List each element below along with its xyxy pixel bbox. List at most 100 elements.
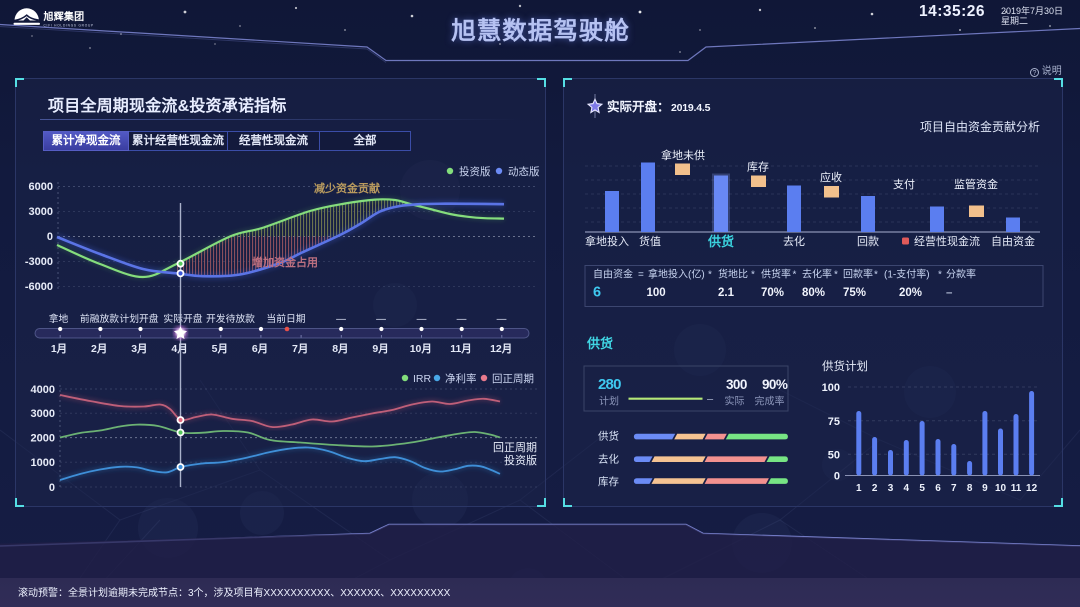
svg-text:6: 6 (935, 483, 941, 494)
svg-text:4月: 4月 (171, 343, 187, 355)
svg-text:—: — (457, 314, 467, 325)
svg-text:减少资金贡献: 减少资金贡献 (314, 181, 380, 195)
svg-text:9月: 9月 (372, 343, 388, 355)
svg-text:12月: 12月 (490, 343, 512, 355)
svg-text:IRR: IRR (413, 373, 432, 385)
svg-text:供货: 供货 (707, 234, 734, 249)
svg-text:去化: 去化 (783, 234, 805, 248)
svg-text:投资版: 投资版 (504, 453, 537, 467)
svg-text:—: — (497, 314, 507, 325)
svg-text:回款: 回款 (857, 234, 879, 248)
svg-text:实际: 实际 (725, 395, 745, 408)
svg-text:回款率: 回款率 (843, 268, 873, 281)
svg-text:–: – (946, 287, 953, 299)
svg-text:3000: 3000 (29, 206, 53, 218)
svg-text:0: 0 (49, 482, 55, 494)
svg-text:1: 1 (856, 483, 862, 494)
svg-text:货地比: 货地比 (718, 268, 748, 281)
svg-text:-6000: -6000 (25, 281, 53, 293)
svg-text:—: — (417, 314, 427, 325)
svg-text:—: — (336, 314, 346, 325)
svg-text:投资版: 投资版 (459, 165, 491, 178)
svg-text:7: 7 (951, 483, 957, 494)
svg-text:完成率: 完成率 (755, 395, 785, 408)
svg-text:实际开盘：: 实际开盘： (607, 99, 670, 114)
svg-text:*: * (834, 270, 838, 281)
svg-text:6000: 6000 (29, 181, 53, 193)
svg-text:10: 10 (995, 483, 1007, 494)
svg-text:去化: 去化 (598, 453, 619, 466)
svg-text:6: 6 (593, 285, 601, 301)
svg-text:2000: 2000 (31, 433, 55, 445)
svg-text:2.1: 2.1 (718, 287, 735, 299)
svg-text:动态版: 动态版 (508, 165, 540, 178)
svg-text:*: * (793, 270, 797, 281)
svg-text:供货: 供货 (586, 336, 613, 351)
svg-text:2月: 2月 (91, 343, 107, 355)
svg-text:=: = (638, 270, 644, 281)
svg-text:净利率: 净利率 (445, 372, 477, 385)
svg-text:项目自由资金贡献分析: 项目自由资金贡献分析 (920, 119, 1040, 134)
svg-text:0: 0 (47, 231, 53, 243)
svg-text:实际开盘: 实际开盘 (163, 312, 202, 325)
svg-text:*: * (938, 270, 942, 281)
svg-text:9: 9 (982, 483, 988, 494)
svg-text:50: 50 (828, 449, 840, 461)
svg-text:11: 11 (1011, 483, 1022, 494)
svg-text:1000: 1000 (31, 457, 55, 469)
svg-text:经营性现金流: 经营性现金流 (914, 234, 980, 248)
svg-text:当前日期: 当前日期 (266, 312, 305, 325)
svg-text:CIFI HOLDINGS GROUP: CIFI HOLDINGS GROUP (44, 23, 94, 27)
svg-text:监管资金: 监管资金 (954, 177, 998, 191)
svg-text:分款率: 分款率 (946, 268, 976, 281)
svg-text:库存: 库存 (598, 475, 619, 488)
svg-text:6月: 6月 (252, 343, 268, 355)
svg-text:100: 100 (822, 382, 840, 394)
svg-text:75: 75 (828, 416, 840, 428)
svg-text:货值: 货值 (639, 234, 661, 248)
svg-text:拿地投入(亿): 拿地投入(亿) (648, 268, 705, 281)
svg-text:计划开盘: 计划开盘 (119, 312, 158, 325)
svg-text:回正周期: 回正周期 (493, 441, 537, 454)
svg-text:去化率: 去化率 (802, 268, 832, 281)
svg-text:11月: 11月 (450, 343, 472, 355)
svg-text:–: – (707, 394, 714, 406)
svg-text:5: 5 (919, 483, 925, 494)
svg-text:自由资金: 自由资金 (991, 234, 1035, 248)
svg-text:(1-支付率): (1-支付率) (884, 268, 930, 281)
svg-text:20%: 20% (899, 287, 922, 299)
svg-text:供货: 供货 (598, 430, 619, 443)
svg-text:100: 100 (647, 287, 666, 299)
svg-text:280: 280 (598, 376, 621, 393)
svg-text:90%: 90% (762, 377, 788, 392)
svg-text:8月: 8月 (332, 343, 348, 355)
svg-text:供货计划: 供货计划 (822, 359, 868, 373)
svg-text:库存: 库存 (747, 160, 769, 174)
svg-text:10月: 10月 (410, 343, 432, 355)
svg-text:5月: 5月 (212, 343, 228, 355)
svg-text:开发待放款: 开发待放款 (206, 312, 255, 325)
svg-text:80%: 80% (802, 287, 825, 299)
svg-text:300: 300 (726, 377, 747, 392)
svg-text:1月: 1月 (51, 343, 67, 355)
svg-text:70%: 70% (761, 287, 784, 299)
svg-text:拿地未供: 拿地未供 (661, 148, 705, 162)
svg-text:自由资金: 自由资金 (593, 268, 633, 281)
svg-text:3: 3 (888, 483, 894, 494)
svg-text:3000: 3000 (31, 408, 55, 420)
svg-text:75%: 75% (843, 287, 866, 299)
svg-text:4: 4 (904, 483, 910, 494)
svg-text:增加资金占用: 增加资金占用 (252, 255, 318, 269)
svg-text:计划: 计划 (599, 395, 619, 408)
svg-text:*: * (874, 270, 878, 281)
svg-text:-3000: -3000 (25, 256, 53, 268)
svg-text:2: 2 (872, 483, 878, 494)
svg-text:应收: 应收 (820, 170, 842, 184)
svg-text:拿地: 拿地 (49, 312, 69, 325)
svg-text:*: * (751, 270, 755, 281)
svg-text:旭辉集团: 旭辉集团 (43, 10, 85, 23)
svg-text:7月: 7月 (292, 343, 308, 355)
svg-text:回正周期: 回正周期 (492, 373, 534, 385)
svg-text:供货率: 供货率 (761, 268, 791, 281)
svg-text:4000: 4000 (31, 384, 55, 396)
